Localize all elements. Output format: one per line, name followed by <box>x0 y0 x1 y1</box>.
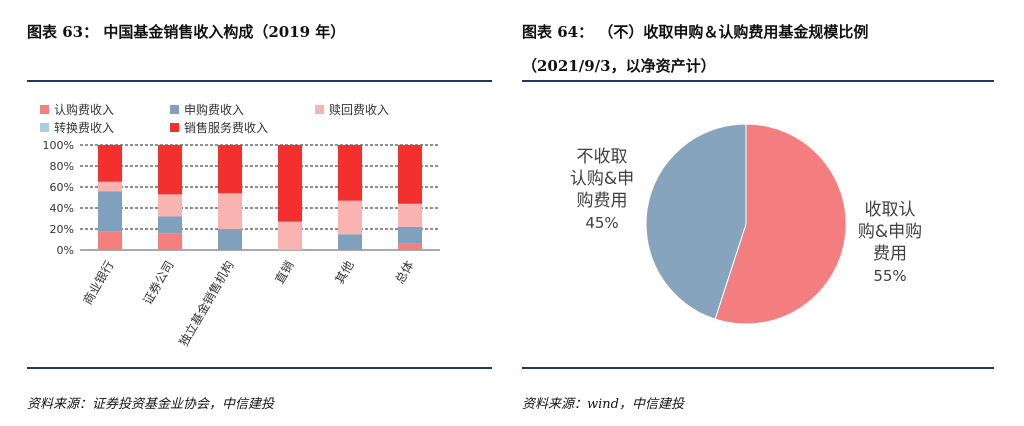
legend-swatch <box>170 105 179 114</box>
bar-stacks <box>98 145 422 250</box>
legend-label: 申购费收入 <box>184 102 244 117</box>
legend-swatch <box>170 123 179 132</box>
bar-segment <box>338 145 362 201</box>
bar-segment <box>278 221 302 250</box>
y-tick-label: 0% <box>57 244 74 257</box>
bar-segment <box>218 193 242 229</box>
bar-segment <box>98 145 122 182</box>
bar-segment <box>158 233 182 250</box>
pie-slice-label: 购&申购 <box>858 222 922 242</box>
x-tick-label: 证券公司 <box>140 258 177 307</box>
bar-segment <box>98 231 122 250</box>
pie-slice-label: 费用 <box>873 244 907 264</box>
pie-slice <box>645 123 747 320</box>
bar-segment <box>158 194 182 217</box>
pie-slice <box>714 123 847 325</box>
y-tick-label: 80% <box>50 160 74 173</box>
y-tick-label: 20% <box>50 223 74 236</box>
y-tick-label: 100% <box>43 139 74 152</box>
bar-segment <box>338 234 362 250</box>
legend-swatch <box>315 105 324 114</box>
bar-segment <box>218 145 242 194</box>
pie-slice-label: 不收取 <box>577 147 628 167</box>
left-source-note: 资料来源：证券投资基金业协会，中信建投 <box>27 397 275 412</box>
bar-segment <box>398 243 422 250</box>
pie-slice-value: 45% <box>585 214 618 232</box>
bar-segment <box>278 145 302 222</box>
bar-segment <box>218 229 242 250</box>
pie-slice-value: 55% <box>873 267 906 285</box>
y-axis-tick-labels: 0% 20% 40% 60% 80% 100% <box>43 139 74 257</box>
bar-segment <box>398 226 422 244</box>
bar-segment <box>398 145 422 204</box>
bar-segment <box>398 203 422 227</box>
bar-segment <box>98 181 122 192</box>
left-bottom-rule <box>27 367 492 369</box>
right-bottom-rule <box>522 367 994 369</box>
legend-label: 转换费收入 <box>54 120 114 135</box>
legend-label: 赎回费收入 <box>329 103 389 117</box>
x-tick-label: 商业银行 <box>80 258 117 307</box>
bar-segment <box>98 191 122 232</box>
y-tick-label: 60% <box>50 181 74 194</box>
chart-gridlines <box>80 144 440 251</box>
right-top-rule <box>522 80 994 82</box>
legend-swatch <box>40 123 49 132</box>
legend-label: 认购费收入 <box>54 102 114 117</box>
x-axis-tick-labels: 商业银行 证券公司 独立基金销售机构 直销 其他 总体 <box>80 258 417 349</box>
pie-slice-label: 认购&申 <box>570 169 634 189</box>
right-figure-title-line1: 图表 64： （不）收取申购＆认购费用基金规模比例 <box>522 23 869 41</box>
left-figure-title: 图表 63： 中国基金销售收入构成（2019 年） <box>27 23 346 41</box>
bar-segment <box>158 216 182 234</box>
x-tick-label: 总体 <box>392 259 416 287</box>
right-source-note: 资料来源：wind，中信建投 <box>522 397 684 412</box>
x-tick-label: 直销 <box>272 259 296 287</box>
legend-label: 销售服务费收入 <box>184 120 268 135</box>
pie-slice-label: 收取认 <box>865 200 916 220</box>
left-top-rule <box>27 80 492 82</box>
pie-slice-label: 购费用 <box>577 191 628 211</box>
bar-segment <box>158 145 182 195</box>
bar-segment <box>338 200 362 235</box>
y-tick-label: 40% <box>50 202 74 215</box>
legend-swatch <box>40 105 49 114</box>
pie-slices <box>645 123 847 325</box>
x-tick-label: 其他 <box>332 259 356 287</box>
right-figure-title-line2: （2021/9/3，以净资产计） <box>522 57 716 75</box>
x-tick-label: 独立基金销售机构 <box>176 258 237 349</box>
